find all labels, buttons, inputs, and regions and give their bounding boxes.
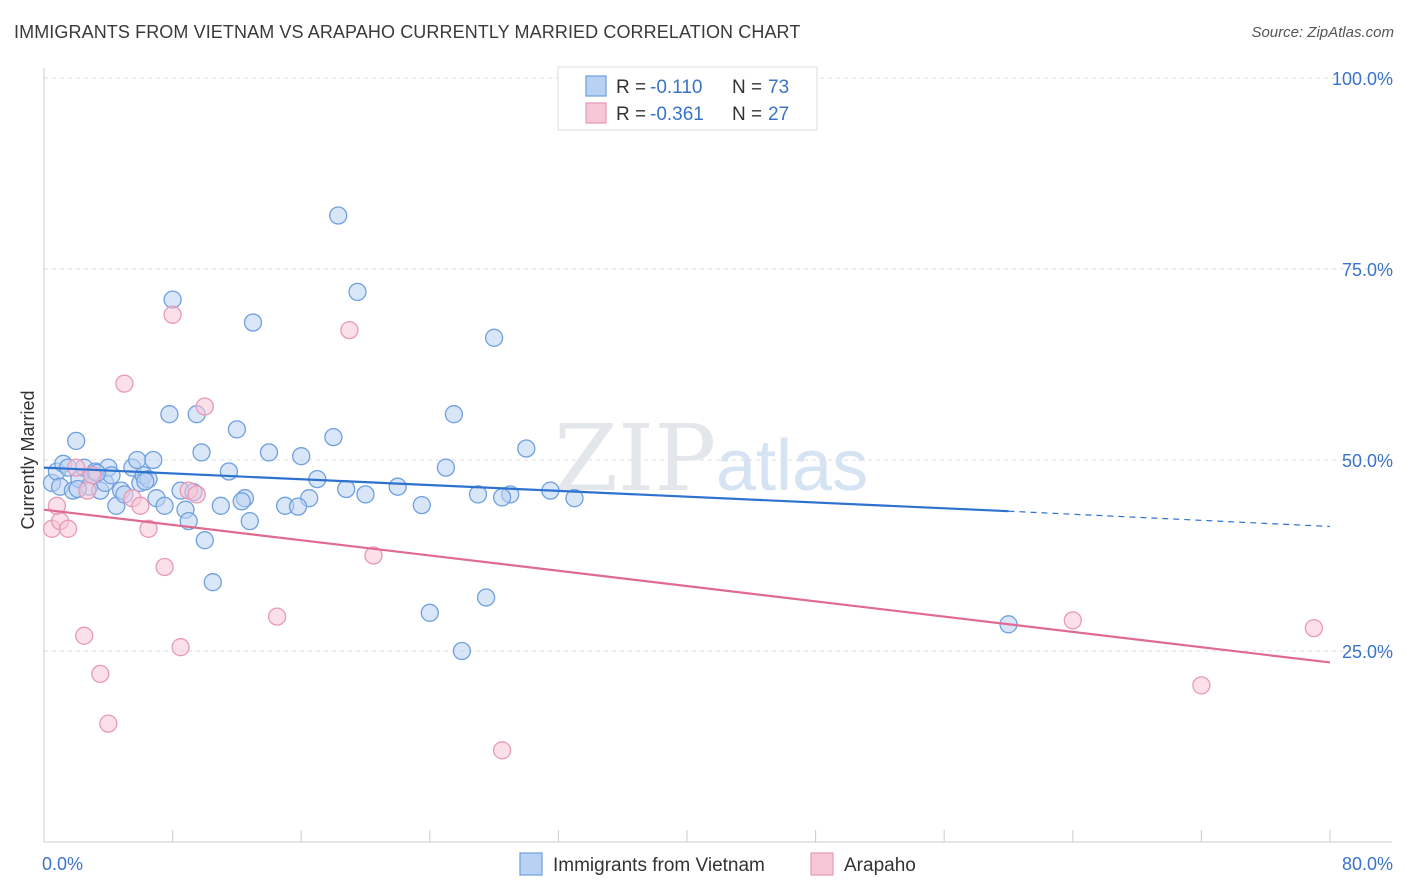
point-arapaho — [131, 496, 150, 515]
y-axis-label: Currently Married — [18, 390, 38, 529]
point-vietnam — [192, 443, 211, 462]
point-arapaho — [195, 397, 214, 416]
point-vietnam — [232, 492, 251, 511]
point-vietnam — [444, 405, 464, 424]
legend-n-label-1: N = — [732, 77, 762, 98]
trend-line-vietnam-extension — [1008, 510, 1331, 528]
point-arapaho — [115, 374, 134, 393]
point-vietnam — [163, 290, 182, 309]
point-vietnam — [160, 405, 179, 424]
point-vietnam — [388, 477, 407, 496]
bottom-legend-label-arapaho: Arapaho — [844, 855, 916, 876]
watermark: ZIP atlas — [554, 405, 868, 512]
point-vietnam — [348, 282, 367, 302]
point-vietnam — [436, 458, 456, 477]
point-arapaho — [78, 481, 97, 500]
point-arapaho — [1192, 676, 1211, 695]
point-vietnam — [292, 447, 311, 466]
legend-r-label-1: R = — [616, 77, 646, 98]
point-vietnam — [67, 431, 86, 451]
point-vietnam — [420, 603, 439, 622]
legend-r-label-2: R = — [616, 104, 646, 125]
point-arapaho — [267, 607, 287, 626]
point-arapaho — [1063, 611, 1082, 630]
point-arapaho — [75, 626, 94, 645]
point-arapaho — [163, 305, 182, 324]
chart-title: IMMIGRANTS FROM VIETNAM VS ARAPAHO CURRE… — [14, 22, 801, 42]
point-vietnam — [324, 427, 343, 447]
point-arapaho — [58, 519, 78, 538]
trend-line-vietnam — [43, 466, 1009, 513]
y-tick-label: 50.0% — [1342, 451, 1393, 471]
point-vietnam — [243, 313, 263, 332]
x-tick-label: 80.0% — [1342, 854, 1393, 874]
point-vietnam — [337, 479, 356, 499]
point-arapaho — [67, 458, 86, 477]
legend-n-label-2: N = — [732, 104, 762, 125]
point-vietnam — [203, 573, 222, 592]
point-vietnam — [329, 206, 348, 225]
point-vietnam — [144, 450, 163, 470]
point-vietnam — [211, 496, 230, 515]
point-vietnam — [195, 531, 214, 550]
point-vietnam — [476, 588, 496, 607]
point-vietnam — [356, 485, 375, 504]
top-legend: R = -0.110 N = 73 R = -0.361 N = 27 — [557, 66, 818, 131]
point-vietnam — [128, 450, 147, 470]
point-vietnam — [452, 641, 472, 661]
legend-swatch-arapaho — [585, 102, 607, 124]
chart-source: Source: ZipAtlas.com — [1251, 24, 1394, 41]
point-arapaho — [91, 664, 110, 684]
axes — [43, 68, 1392, 843]
point-vietnam — [227, 420, 247, 439]
x-tick-labels: 0.0% 80.0% — [42, 854, 1393, 874]
y-tick-labels: 25.0% 50.0% 75.0% 100.0% — [1332, 69, 1393, 662]
point-vietnam — [492, 488, 512, 507]
point-arapaho — [99, 714, 118, 733]
legend-r-value-1: -0.110 — [650, 77, 702, 98]
point-vietnam — [259, 443, 279, 462]
point-vietnam — [219, 462, 239, 481]
legend-r-value-2: -0.361 — [650, 104, 704, 125]
point-arapaho — [155, 557, 174, 577]
point-vietnam — [517, 439, 536, 458]
point-vietnam — [155, 496, 174, 515]
x-tick-label: 0.0% — [42, 854, 83, 874]
point-vietnam — [240, 511, 259, 531]
y-tick-label: 75.0% — [1342, 260, 1393, 280]
point-arapaho — [187, 485, 206, 504]
point-arapaho — [1304, 618, 1324, 638]
legend-n-value-2: 27 — [768, 104, 789, 125]
grid-lines — [44, 77, 1392, 652]
point-arapaho — [340, 320, 359, 340]
point-vietnam — [565, 489, 584, 508]
point-vietnam — [136, 472, 155, 491]
point-vietnam — [468, 485, 488, 504]
bottom-legend-swatch-arapaho — [810, 852, 834, 876]
bottom-legend-label-vietnam: Immigrants from Vietnam — [553, 855, 765, 876]
point-vietnam — [412, 495, 431, 515]
bottom-legend-swatch-vietnam — [519, 852, 543, 876]
trend-line-arapaho — [43, 508, 1331, 664]
point-vietnam — [288, 497, 308, 516]
point-arapaho — [139, 519, 158, 538]
y-tick-label: 100.0% — [1332, 69, 1393, 89]
point-arapaho — [171, 638, 190, 657]
legend-n-value-1: 73 — [768, 77, 789, 98]
bottom-legend: Immigrants from Vietnam Arapaho — [519, 852, 916, 876]
watermark-atlas: atlas — [716, 426, 868, 506]
trend-lines — [43, 466, 1331, 664]
y-tick-label: 25.0% — [1342, 642, 1393, 662]
point-arapaho — [492, 741, 512, 760]
point-vietnam — [484, 328, 504, 347]
data-points — [42, 206, 1324, 760]
legend-swatch-vietnam — [585, 75, 607, 97]
point-arapaho — [364, 546, 383, 565]
